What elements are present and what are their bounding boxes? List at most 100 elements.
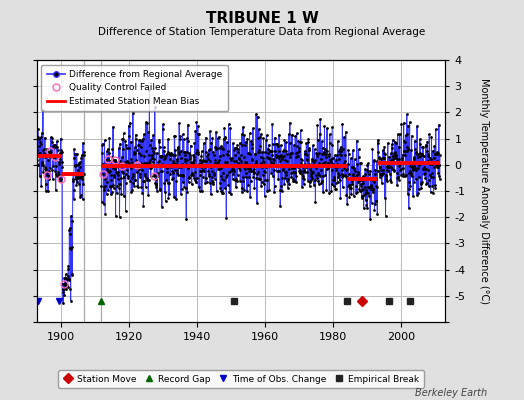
Point	[168, 158, 177, 164]
Point	[365, 193, 373, 200]
Point	[354, 178, 363, 185]
Point	[121, 138, 129, 145]
Point	[398, 155, 406, 161]
Point	[258, 158, 267, 165]
Point	[274, 168, 282, 175]
Point	[227, 156, 235, 163]
Point	[285, 181, 293, 187]
Point	[140, 160, 149, 166]
Point	[383, 167, 391, 174]
Point	[389, 153, 397, 159]
Point	[168, 168, 176, 174]
Point	[180, 149, 188, 155]
Point	[395, 144, 403, 150]
Point	[115, 214, 124, 220]
Point	[215, 153, 224, 159]
Point	[363, 205, 371, 211]
Point	[367, 200, 376, 206]
Point	[361, 166, 369, 172]
Point	[179, 179, 187, 186]
Point	[272, 153, 281, 159]
Point	[69, 187, 78, 194]
Point	[411, 146, 419, 152]
Point	[176, 136, 184, 142]
Point	[228, 166, 236, 172]
Point	[143, 175, 151, 182]
Point	[282, 139, 290, 146]
Point	[268, 140, 277, 147]
Point	[314, 181, 323, 187]
Point	[249, 166, 258, 172]
Point	[371, 200, 379, 207]
Point	[147, 137, 155, 143]
Point	[380, 154, 388, 161]
Point	[38, 147, 47, 153]
Point	[199, 157, 208, 164]
Point	[77, 154, 85, 161]
Point	[255, 176, 264, 182]
Point	[281, 175, 289, 181]
Point	[304, 135, 312, 142]
Point	[196, 157, 204, 163]
Point	[153, 187, 161, 194]
Point	[46, 149, 54, 155]
Point	[397, 172, 405, 178]
Point	[176, 172, 184, 179]
Point	[101, 210, 110, 217]
Point	[409, 166, 417, 172]
Point	[289, 178, 298, 184]
Point	[46, 165, 54, 171]
Point	[270, 188, 278, 195]
Point	[342, 166, 351, 173]
Point	[432, 162, 441, 168]
Point	[241, 159, 249, 166]
Point	[339, 184, 347, 191]
Point	[273, 141, 281, 148]
Point	[323, 166, 332, 173]
Point	[217, 176, 226, 182]
Point	[120, 174, 128, 180]
Point	[270, 166, 278, 173]
Point	[124, 173, 133, 180]
Point	[166, 162, 174, 169]
Point	[312, 164, 320, 171]
Point	[367, 181, 375, 188]
Point	[37, 182, 46, 189]
Point	[228, 166, 236, 173]
Point	[117, 163, 126, 170]
Point	[427, 189, 435, 196]
Point	[312, 149, 321, 156]
Point	[41, 188, 50, 194]
Point	[205, 146, 214, 153]
Point	[399, 120, 408, 126]
Point	[334, 174, 343, 180]
Point	[174, 144, 182, 151]
Point	[147, 165, 156, 172]
Point	[373, 211, 381, 218]
Point	[51, 142, 59, 148]
Point	[298, 170, 307, 177]
Point	[416, 136, 424, 142]
Point	[435, 176, 444, 182]
Point	[388, 165, 397, 172]
Point	[237, 161, 246, 168]
Point	[414, 154, 422, 160]
Point	[360, 174, 368, 180]
Point	[422, 181, 431, 187]
Point	[377, 170, 385, 177]
Point	[399, 171, 408, 178]
Point	[236, 178, 244, 184]
Point	[161, 155, 169, 162]
Point	[346, 175, 355, 182]
Point	[410, 179, 418, 185]
Point	[429, 190, 438, 196]
Point	[200, 168, 209, 174]
Point	[333, 164, 342, 171]
Point	[256, 154, 265, 160]
Point	[283, 150, 291, 157]
Point	[169, 152, 178, 158]
Point	[285, 166, 293, 173]
Point	[48, 176, 57, 182]
Point	[357, 194, 366, 201]
Point	[409, 192, 417, 199]
